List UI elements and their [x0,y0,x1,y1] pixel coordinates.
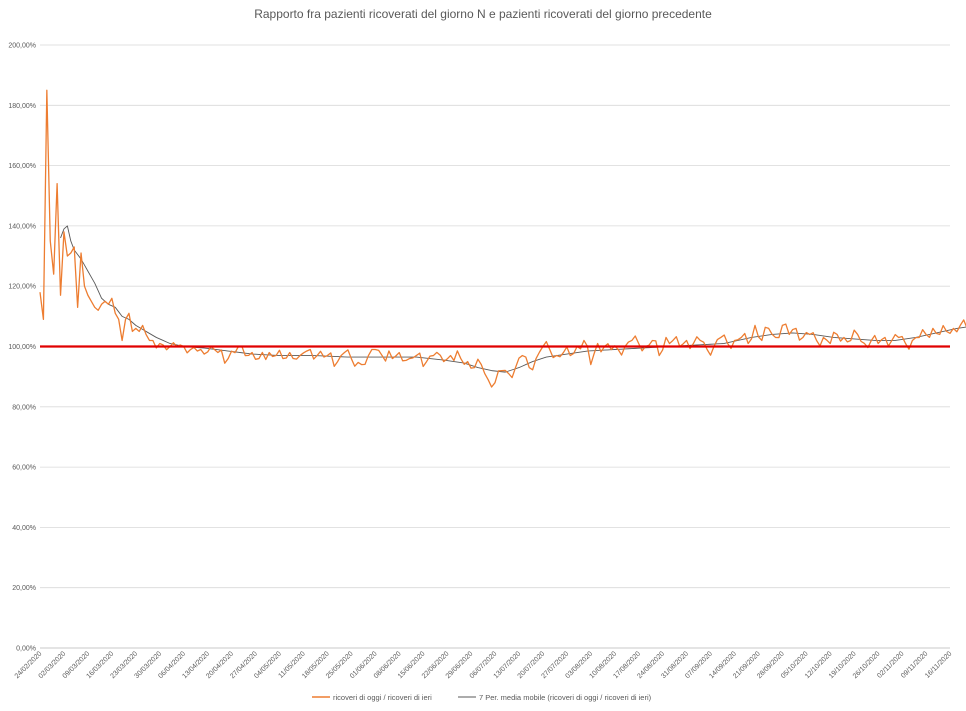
series-lines [39,89,966,388]
y-axis-ticks: 0,00% 20,00% 40,00% 60,00% 80,00% 100,00% 120,… [8,43,36,653]
y-tick-label: 160,00% [8,163,36,170]
y-tick-label: 0,00% [16,646,36,653]
x-axis-ticks: 24/02/202002/03/202009/03/202016/03/2020… [14,650,954,680]
y-tick-label: 20,00% [12,585,36,592]
y-tick-label: 180,00% [8,103,36,110]
legend: ricoveri di oggi / ricoveri di ieri 7 Pe… [312,693,652,702]
legend-label-moving-average: 7 Per. media mobile (ricoveri di oggi / … [479,693,652,702]
y-tick-label: 200,00% [8,43,36,50]
y-tick-label: 80,00% [12,404,36,411]
y-tick-label: 60,00% [12,465,36,472]
y-tick-label: 140,00% [8,223,36,230]
legend-label-daily: ricoveri di oggi / ricoveri di ieri [333,693,432,702]
y-tick-label: 120,00% [8,284,36,291]
chart-title: Rapporto fra pazienti ricoverati del gio… [254,7,712,21]
y-tick-label: 100,00% [8,344,36,351]
series-line-daily [39,89,966,388]
y-tick-label: 40,00% [12,525,36,532]
